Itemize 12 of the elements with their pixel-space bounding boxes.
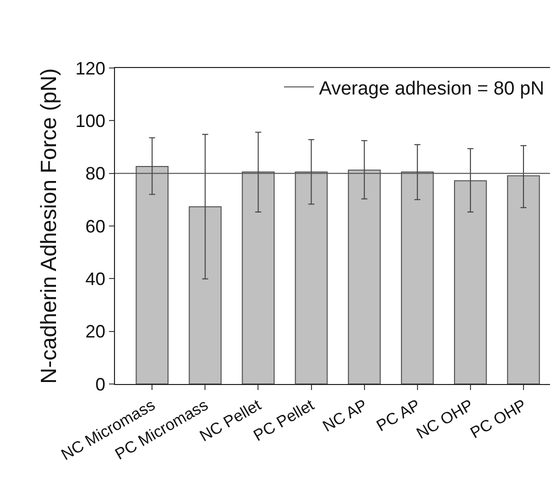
y-axis-title: N-cadherin Adhesion Force (pN): [36, 68, 62, 384]
y-tick-label: 40: [85, 268, 106, 289]
y-tick-label: 100: [75, 110, 106, 131]
x-tick-label: NC AP: [320, 396, 370, 436]
legend-label: Average adhesion = 80 pN: [319, 78, 544, 100]
y-tick-label: 120: [75, 58, 106, 78]
bar: [188, 206, 222, 384]
y-tick-label: 20: [85, 322, 106, 342]
y-tick-label: 0: [95, 374, 106, 394]
bar: [454, 180, 487, 384]
y-tick-label: 80: [85, 164, 106, 184]
y-tick-label: 60: [85, 216, 106, 236]
